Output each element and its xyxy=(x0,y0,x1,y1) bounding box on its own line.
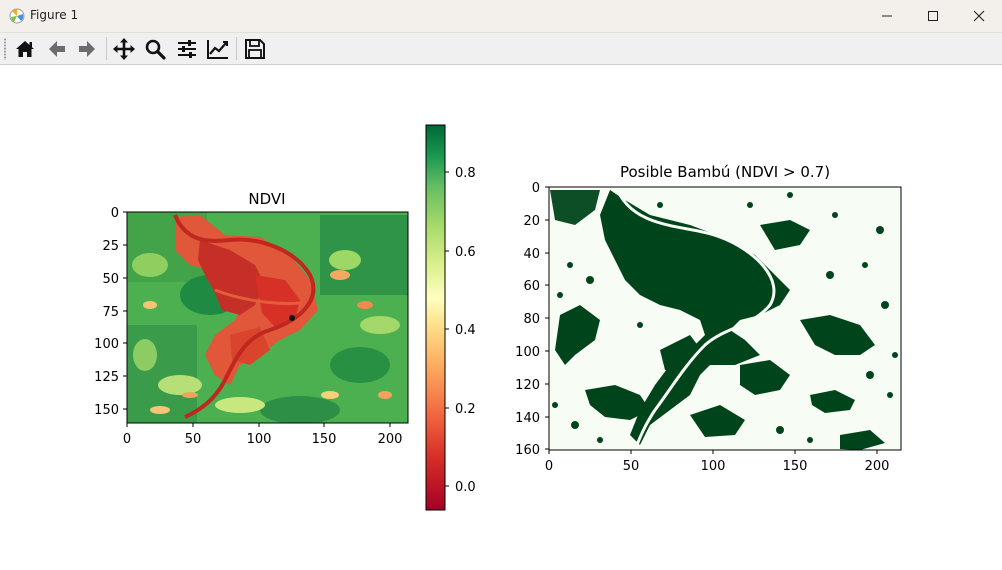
toolbar-separator xyxy=(236,37,237,60)
ndvi-y-tick-label: 150 xyxy=(94,403,119,418)
home-icon xyxy=(16,41,34,57)
figure-canvas[interactable]: NDVI xyxy=(0,65,1002,566)
save-button[interactable] xyxy=(242,36,268,62)
bamboo-mask-image xyxy=(549,187,901,450)
matplotlib-app-icon xyxy=(9,8,25,28)
window-title: Figure 1 xyxy=(30,8,79,22)
navigation-toolbar xyxy=(0,33,1002,65)
bamboo-x-tick-label: 150 xyxy=(783,459,808,474)
bamboo-x-tick-label: 100 xyxy=(701,459,726,474)
toolbar-separator xyxy=(106,37,107,60)
bamboo-x-tick-label: 50 xyxy=(623,459,640,474)
bamboo-y-tick-label: 140 xyxy=(515,411,540,426)
save-icon xyxy=(245,39,265,59)
colorbar-gradient xyxy=(425,124,446,511)
pan-button[interactable] xyxy=(111,36,137,62)
ndvi-y-tick-label: 25 xyxy=(102,239,119,254)
ndvi-y-tick-label: 0 xyxy=(111,206,119,221)
ndvi-x-tick-label: 100 xyxy=(247,432,272,447)
ndvi-colorbar: 0.8 0.6 0.4 0.2 0.0 xyxy=(425,124,476,511)
colorbar-tick-label: 0.6 xyxy=(455,245,476,260)
edit-axes-button[interactable] xyxy=(205,36,231,62)
bamboo-y-tick-label: 40 xyxy=(523,247,540,262)
colorbar-tick-label: 0.0 xyxy=(455,480,476,495)
ndvi-x-tick-label: 150 xyxy=(312,432,337,447)
ndvi-x-ticks: 0 50 100 150 200 xyxy=(123,423,403,447)
minimize-icon xyxy=(882,15,892,17)
ndvi-y-ticks: 0 25 50 75 100 125 150 xyxy=(94,206,127,418)
bamboo-y-tick-label: 120 xyxy=(515,378,540,393)
ndvi-y-tick-label: 50 xyxy=(102,272,119,287)
ndvi-x-tick-label: 0 xyxy=(123,432,131,447)
ndvi-y-tick-label: 100 xyxy=(94,337,119,352)
bamboo-y-tick-label: 80 xyxy=(523,312,540,327)
colorbar-tick-label: 0.8 xyxy=(455,166,476,181)
close-button[interactable] xyxy=(956,0,1002,32)
toolbar-grip[interactable] xyxy=(4,38,6,60)
colorbar-tick-label: 0.2 xyxy=(455,402,476,417)
figure-svg: NDVI xyxy=(94,124,902,511)
zoom-icon xyxy=(145,39,166,60)
bamboo-y-tick-label: 100 xyxy=(515,345,540,360)
back-button[interactable] xyxy=(44,36,70,62)
minimize-button[interactable] xyxy=(864,0,910,32)
bamboo-y-tick-label: 0 xyxy=(532,181,540,196)
back-icon xyxy=(49,41,65,57)
ndvi-axes: NDVI xyxy=(94,190,409,447)
maximize-icon xyxy=(928,11,938,21)
bamboo-title: Posible Bambú (NDVI > 0.7) xyxy=(620,163,830,181)
edit-axes-icon xyxy=(207,40,228,59)
home-button[interactable] xyxy=(12,36,38,62)
window-titlebar: Figure 1 xyxy=(0,0,1002,33)
bamboo-y-tick-label: 160 xyxy=(515,443,540,458)
ndvi-image xyxy=(127,212,408,423)
forward-button[interactable] xyxy=(74,36,100,62)
zoom-button[interactable] xyxy=(142,36,168,62)
bamboo-x-tick-label: 0 xyxy=(545,459,553,474)
configure-subplots-icon xyxy=(178,40,196,58)
bamboo-x-ticks: 0 50 100 150 200 xyxy=(545,450,890,474)
ndvi-x-tick-label: 50 xyxy=(185,432,202,447)
bamboo-x-tick-label: 200 xyxy=(865,459,890,474)
bamboo-y-tick-label: 60 xyxy=(523,279,540,294)
ndvi-y-tick-label: 75 xyxy=(102,305,119,320)
bamboo-y-ticks: 0 20 40 60 80 100 120 140 160 xyxy=(515,181,549,458)
bamboo-axes: Posible Bambú (NDVI > 0.7) xyxy=(515,163,902,474)
ndvi-title: NDVI xyxy=(248,190,285,208)
configure-subplots-button[interactable] xyxy=(174,36,200,62)
ndvi-x-tick-label: 200 xyxy=(378,432,403,447)
close-icon xyxy=(973,10,985,22)
pan-icon xyxy=(113,38,135,60)
maximize-button[interactable] xyxy=(910,0,956,32)
colorbar-tick-label: 0.4 xyxy=(455,323,476,338)
forward-icon xyxy=(79,41,95,57)
ndvi-y-tick-label: 125 xyxy=(94,370,119,385)
bamboo-y-tick-label: 20 xyxy=(523,214,540,229)
